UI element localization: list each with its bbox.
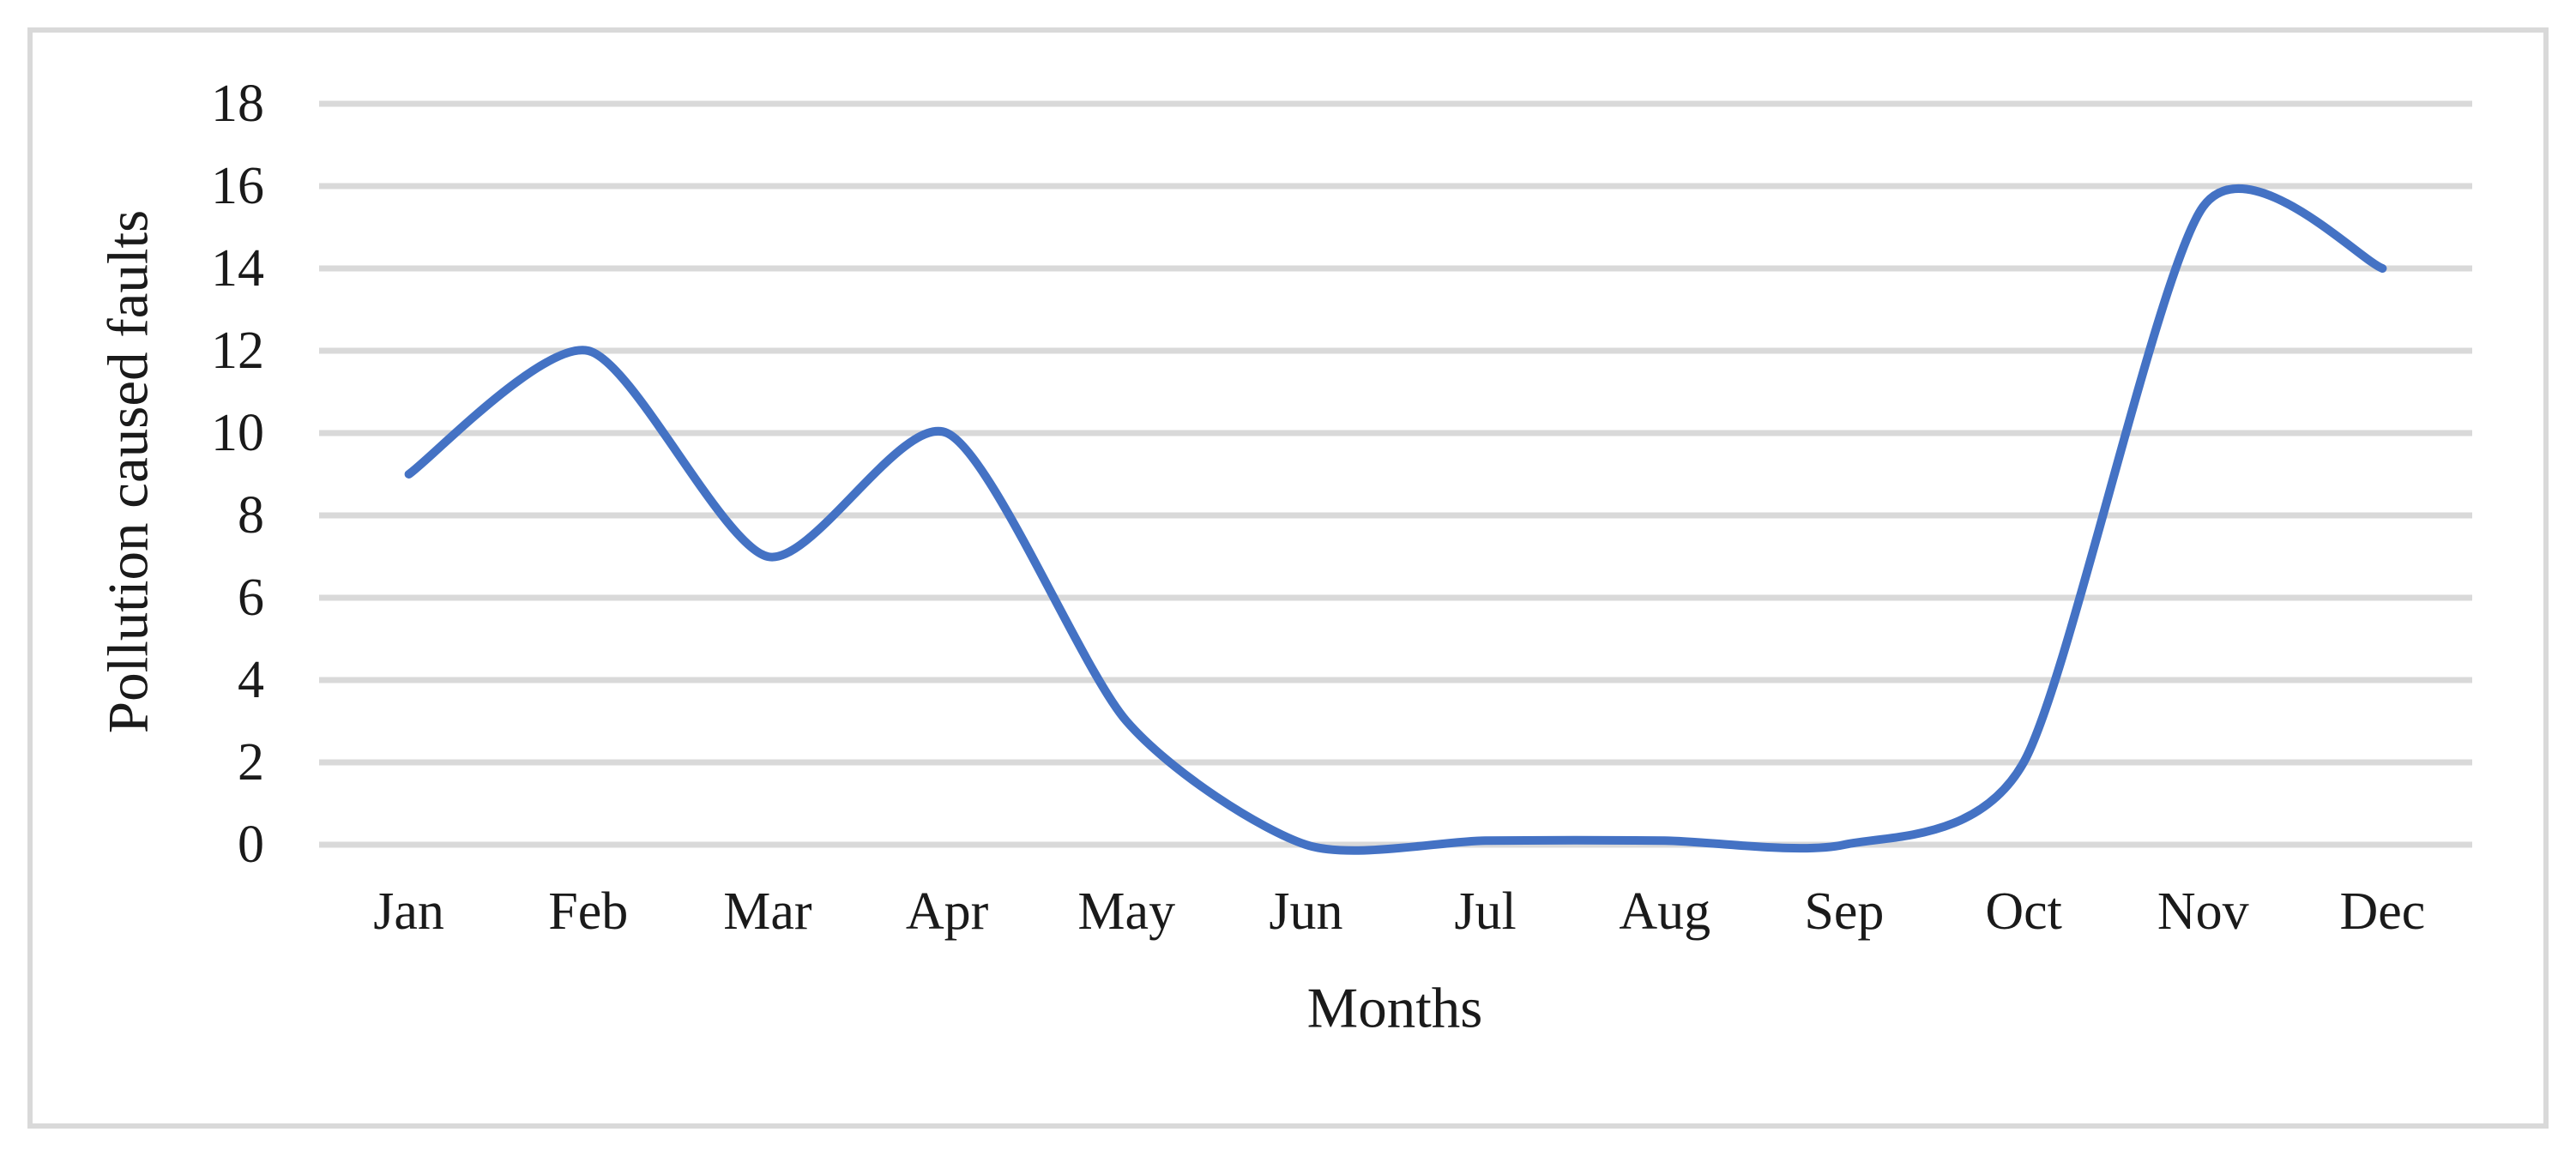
y-tick-label: 2 [238,733,264,792]
y-tick-label: 6 [238,569,264,627]
x-tick-label: Oct [1985,882,2062,941]
y-tick-label: 14 [211,239,264,298]
x-tick-label: May [1077,882,1176,941]
figure-border [27,27,2549,1129]
x-tick-label: Apr [905,882,989,941]
x-tick-label: Dec [2339,882,2426,941]
x-tick-label: Sep [1804,882,1885,941]
y-tick-label: 8 [238,486,264,545]
x-tick-label: Jan [373,882,444,941]
x-axis-title: Months [1306,976,1483,1040]
y-tick-label: 4 [238,651,264,709]
x-tick-label: Mar [723,882,812,941]
pollution-faults-series-line [404,184,2387,855]
y-axis-title: Pollution caused faults [96,209,160,734]
y-tick-label: 0 [238,816,264,874]
y-tick-label: 16 [211,157,264,215]
x-tick-label: Jun [1269,882,1343,941]
gridlines-group [319,100,2472,848]
y-tick-label: 18 [211,75,264,133]
x-tick-label: Feb [548,882,629,941]
x-tick-label: Nov [2157,882,2249,941]
y-tick-label: 12 [211,322,264,380]
y-tick-label: 10 [211,404,264,462]
x-tick-label: Jul [1454,882,1517,941]
x-tick-label: Aug [1619,882,1711,941]
